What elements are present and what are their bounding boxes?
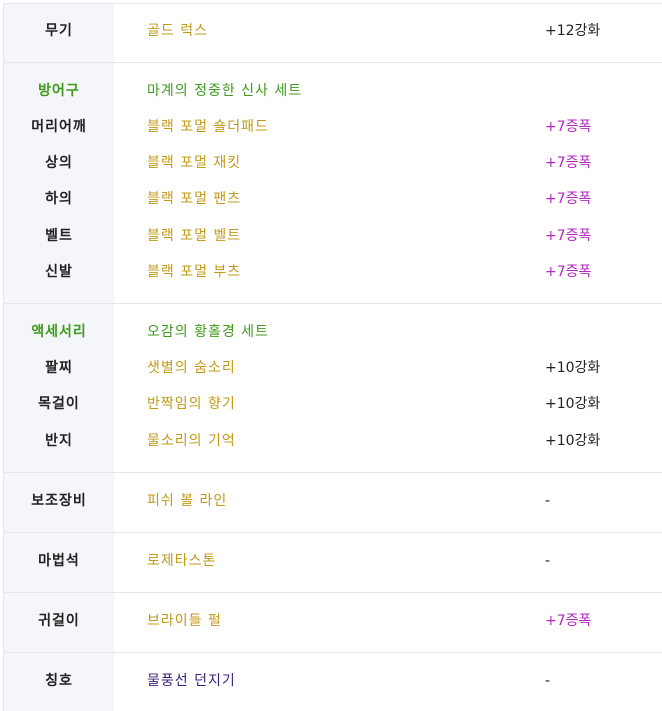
- row-label: 액세서리: [31, 324, 87, 340]
- item-name[interactable]: 반짝임의 향기: [147, 396, 236, 412]
- row-label: 하의: [45, 191, 73, 207]
- set-name[interactable]: 마계의 정중한 신사 세트: [147, 83, 303, 99]
- row-shoes: 신발 블랙 포멀 부츠 +7증폭: [4, 260, 662, 284]
- divider: [4, 472, 662, 473]
- row-label: 귀걸이: [38, 613, 80, 629]
- item-upgrade: -: [545, 493, 551, 509]
- row-label: 상의: [45, 155, 73, 171]
- item-upgrade: -: [545, 673, 551, 689]
- item-name[interactable]: 골드 럭스: [147, 23, 208, 39]
- row-label: 목걸이: [38, 396, 80, 412]
- item-upgrade: +7증폭: [545, 264, 592, 280]
- item-name[interactable]: 로제타스톤: [147, 553, 217, 569]
- row-label: 보조장비: [31, 493, 87, 509]
- item-upgrade: +7증폭: [545, 191, 592, 207]
- item-name[interactable]: 피쉬 볼 라인: [147, 493, 228, 509]
- item-upgrade: +10강화: [545, 396, 601, 412]
- item-name[interactable]: 샛별의 숨소리: [147, 360, 236, 376]
- row-shoulder: 머리어깨 블랙 포멀 숄더패드 +7증폭: [4, 115, 662, 139]
- item-upgrade: +7증폭: [545, 613, 592, 629]
- row-label: 신발: [45, 264, 73, 280]
- label-column: [4, 4, 114, 711]
- item-upgrade: +7증폭: [545, 228, 592, 244]
- row-ring: 반지 물소리의 기억 +10강화: [4, 429, 662, 453]
- row-necklace: 목걸이 반짝임의 향기 +10강화: [4, 392, 662, 416]
- row-label: 팔찌: [45, 360, 73, 376]
- item-upgrade: +10강화: [545, 433, 601, 449]
- divider: [4, 303, 662, 304]
- row-label: 반지: [45, 433, 73, 449]
- item-name[interactable]: 물풍선 던지기: [147, 673, 236, 689]
- divider: [4, 592, 662, 593]
- item-name[interactable]: 블랙 포멀 부츠: [147, 264, 242, 280]
- item-name[interactable]: 블랙 포멀 숄더패드: [147, 119, 269, 135]
- row-label: 무기: [45, 23, 73, 39]
- item-upgrade: -: [545, 553, 551, 569]
- item-name[interactable]: 브라이들 펄: [147, 613, 222, 629]
- row-bottom: 하의 블랙 포멀 팬츠 +7증폭: [4, 187, 662, 211]
- row-title: 칭호 물풍선 던지기 -: [4, 669, 662, 693]
- item-upgrade: +12강화: [545, 23, 601, 39]
- row-armor-set: 방어구 마계의 정중한 신사 세트: [4, 79, 662, 103]
- row-magicstone: 마법석 로제타스톤 -: [4, 549, 662, 573]
- item-upgrade: +7증폭: [545, 155, 592, 171]
- item-name[interactable]: 블랙 포멀 벨트: [147, 228, 242, 244]
- item-name[interactable]: 블랙 포멀 재킷: [147, 155, 242, 171]
- row-subequip: 보조장비 피쉬 볼 라인 -: [4, 489, 662, 513]
- row-label: 머리어깨: [31, 119, 87, 135]
- row-label: 벨트: [45, 228, 73, 244]
- equipment-table: 무기 골드 럭스 +12강화 방어구 마계의 정중한 신사 세트 머리어깨 블랙…: [3, 3, 662, 711]
- row-label: 방어구: [38, 83, 80, 99]
- divider: [4, 532, 662, 533]
- item-upgrade: +10강화: [545, 360, 601, 376]
- row-label: 칭호: [45, 673, 73, 689]
- row-accessory-set: 액세서리 오감의 황홀경 세트: [4, 320, 662, 344]
- row-weapon: 무기 골드 럭스 +12강화: [4, 19, 662, 43]
- divider: [4, 62, 662, 63]
- item-upgrade: +7증폭: [545, 119, 592, 135]
- divider: [4, 652, 662, 653]
- item-name[interactable]: 블랙 포멀 팬츠: [147, 191, 242, 207]
- row-bracelet: 팔찌 샛별의 숨소리 +10강화: [4, 356, 662, 380]
- item-name[interactable]: 물소리의 기억: [147, 433, 236, 449]
- set-name[interactable]: 오감의 황홀경 세트: [147, 324, 269, 340]
- row-top: 상의 블랙 포멀 재킷 +7증폭: [4, 151, 662, 175]
- row-label: 마법석: [38, 553, 80, 569]
- row-earring: 귀걸이 브라이들 펄 +7증폭: [4, 609, 662, 633]
- row-belt: 벨트 블랙 포멀 벨트 +7증폭: [4, 224, 662, 248]
